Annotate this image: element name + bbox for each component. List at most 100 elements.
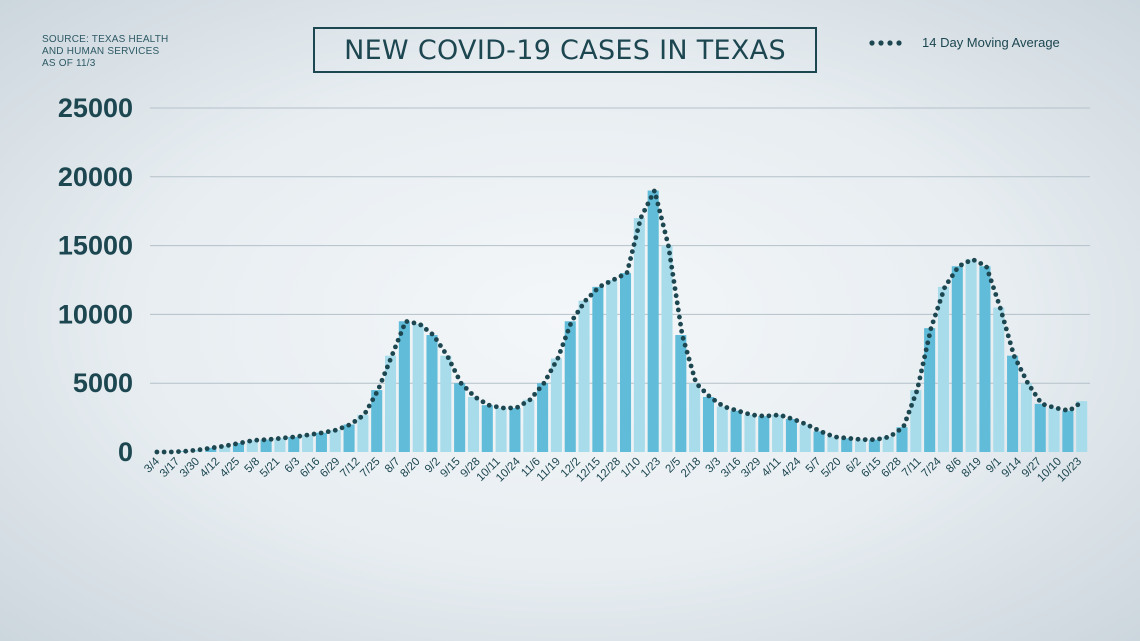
bar: [288, 436, 300, 452]
moving-average-dot: [648, 195, 654, 200]
moving-average-dot: [486, 402, 492, 408]
moving-average-dot: [906, 409, 912, 415]
moving-average-dot: [651, 188, 657, 194]
bar: [481, 405, 493, 452]
moving-average-dot: [636, 221, 642, 227]
bar: [343, 424, 355, 452]
source-line-3: AS OF 11/3: [42, 58, 96, 69]
moving-average-dot: [937, 298, 943, 304]
moving-average-dot: [706, 393, 712, 399]
moving-average-dot: [877, 436, 882, 442]
moving-average-dot: [226, 442, 231, 448]
moving-average-dot: [674, 300, 680, 306]
bar: [1076, 401, 1088, 452]
moving-average-dot: [1032, 391, 1038, 397]
moving-average-dot: [583, 297, 589, 303]
moving-average-dot: [662, 229, 668, 235]
bar: [1034, 403, 1046, 452]
legend-label: 14 Day Moving Average: [922, 35, 1060, 50]
moving-average-dot: [642, 207, 648, 213]
moving-average-dot: [995, 298, 1001, 304]
bar: [385, 355, 397, 452]
moving-average-dot: [376, 384, 382, 390]
moving-average-dot: [568, 322, 573, 327]
moving-average-dot: [669, 264, 675, 270]
moving-average-dot: [675, 307, 681, 313]
moving-average-dot: [463, 386, 469, 391]
bar: [1020, 383, 1032, 452]
moving-average-dot: [971, 257, 977, 263]
moving-average-dot: [949, 273, 955, 279]
moving-average-dot: [939, 292, 945, 297]
moving-average-dot: [544, 374, 550, 380]
moving-average-dot: [766, 413, 772, 419]
moving-average-dot: [870, 437, 875, 443]
moving-average-dot: [536, 386, 542, 392]
moving-average-dot: [401, 324, 406, 330]
y-tick-label: 15000: [58, 231, 133, 261]
moving-average-dot: [922, 354, 928, 360]
moving-average-dot: [455, 374, 461, 380]
moving-average-dot: [571, 315, 577, 321]
moving-average-dot: [318, 430, 324, 436]
moving-average-dot: [541, 380, 547, 386]
bar: [702, 396, 714, 452]
x-tick-label: 9/15: [438, 456, 462, 480]
moving-average-dot: [311, 431, 317, 437]
moving-average-dot: [820, 429, 826, 435]
moving-average-dot: [339, 425, 345, 431]
moving-average-dot: [724, 405, 730, 410]
moving-average-dot: [515, 404, 520, 410]
moving-average-dot: [712, 397, 717, 403]
bar: [564, 321, 576, 452]
moving-average-dot: [896, 427, 902, 433]
moving-average-dot: [154, 449, 160, 455]
bar: [454, 383, 466, 452]
moving-average-dot: [508, 405, 513, 411]
y-tick-label: 10000: [58, 299, 133, 329]
moving-average-dot: [917, 375, 923, 381]
bar: [730, 410, 742, 452]
moving-average-dot: [925, 340, 931, 346]
bar: [799, 424, 811, 452]
moving-average-dot: [1048, 404, 1054, 410]
moving-average-dot: [398, 331, 404, 336]
bar: [993, 307, 1005, 452]
moving-average-dot: [923, 347, 929, 353]
moving-average-dot: [745, 411, 750, 417]
moving-average-dot: [370, 397, 376, 403]
bar: [758, 416, 770, 452]
x-tick-label: 7/12: [338, 456, 362, 480]
moving-average-dot: [240, 440, 245, 445]
moving-average-dot: [738, 409, 744, 415]
moving-average-dot: [904, 416, 909, 422]
moving-average-dot: [667, 250, 672, 256]
moving-average-dot: [176, 449, 181, 455]
moving-average-dot: [928, 326, 934, 332]
bar: [910, 390, 922, 452]
moving-average-dot: [1015, 360, 1021, 366]
moving-average-dot: [563, 335, 568, 341]
moving-average-dot: [1062, 407, 1068, 413]
moving-average-dot: [991, 285, 996, 291]
bar: [1062, 410, 1074, 452]
moving-average-dot: [978, 261, 984, 266]
moving-average-dot: [631, 242, 637, 248]
bar: [467, 396, 479, 452]
bar: [868, 439, 880, 452]
moving-average-dot: [411, 320, 417, 326]
moving-average-dot: [920, 361, 926, 367]
moving-average-dot: [233, 441, 238, 447]
bar: [785, 418, 797, 452]
bar: [661, 245, 673, 452]
moving-average-dot: [588, 292, 594, 298]
x-tick-label: 6/16: [298, 456, 322, 480]
moving-average-dot: [884, 435, 889, 440]
x-tick-label: 4/11: [760, 456, 784, 480]
moving-average-dot: [605, 280, 611, 285]
chart-title: NEW COVID-19 CASES IN TEXAS: [344, 34, 786, 66]
bar: [191, 449, 203, 452]
moving-average-dot: [855, 436, 861, 442]
moving-average-dot: [1069, 406, 1075, 412]
